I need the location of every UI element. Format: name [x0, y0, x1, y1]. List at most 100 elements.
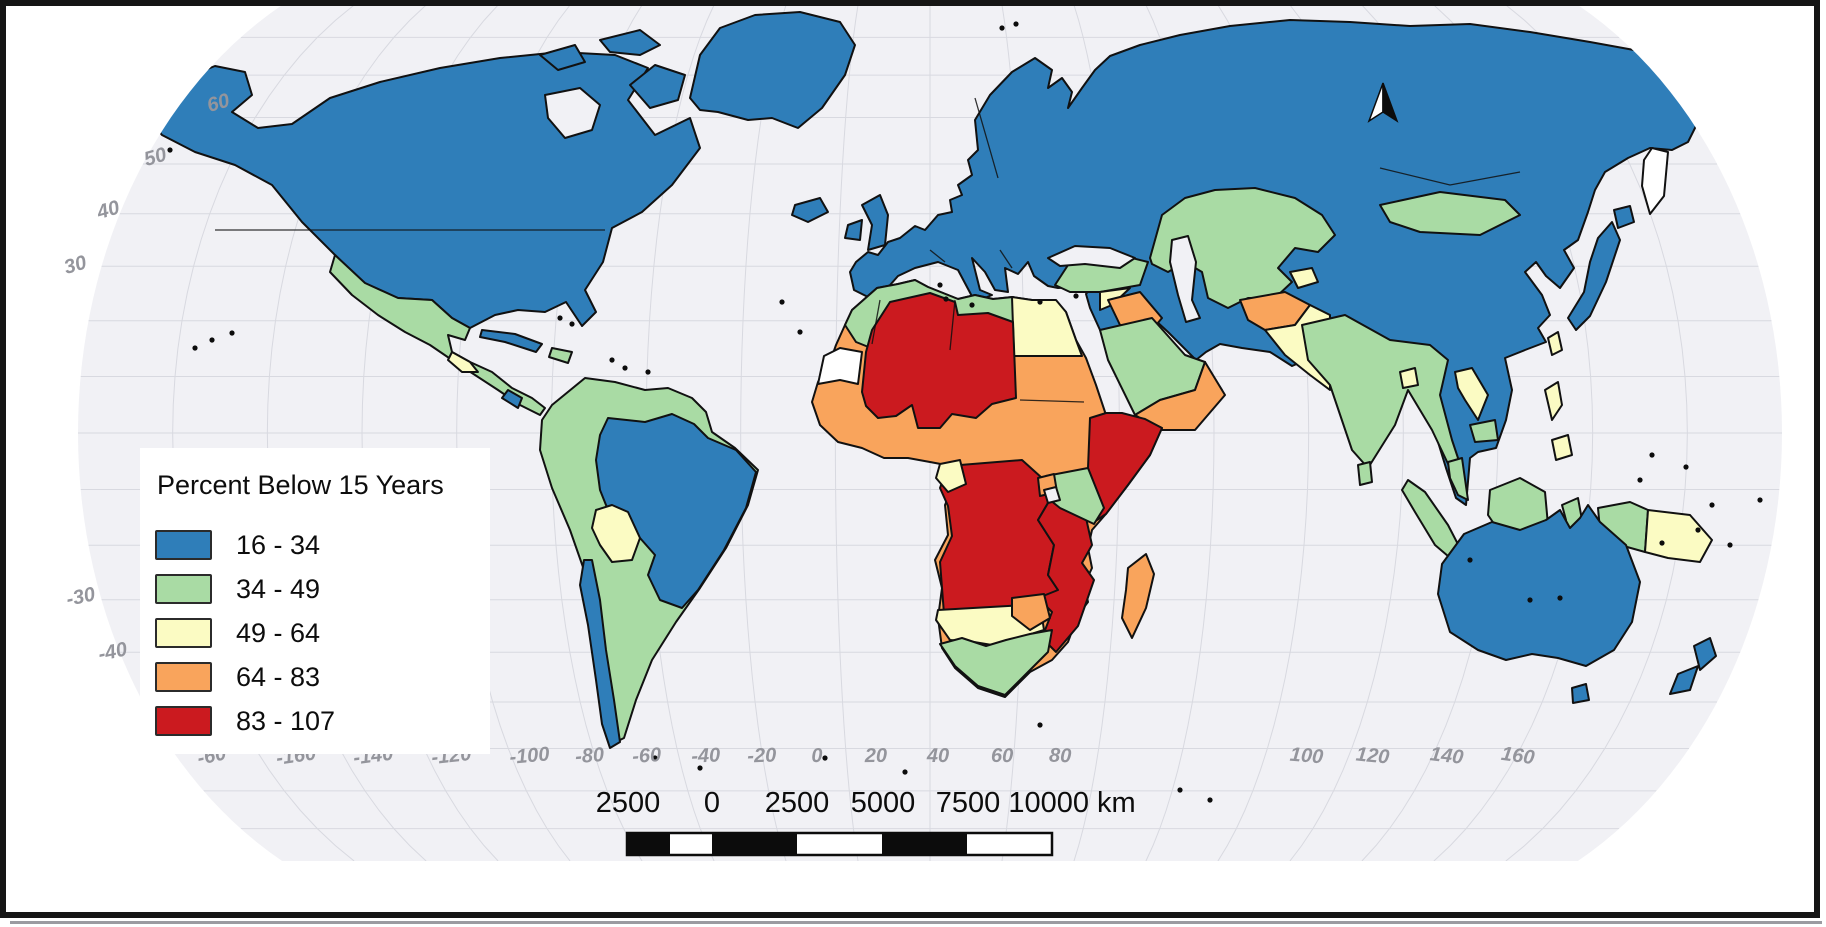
island-dot	[1695, 527, 1701, 533]
scale-bar-segment	[882, 833, 967, 855]
legend-class-label: 16 - 34	[236, 529, 321, 560]
island-dot	[1709, 502, 1715, 508]
scale-bar-outline	[625, 831, 1054, 857]
island-dot	[167, 147, 173, 153]
border-europe-1	[929, 249, 946, 263]
longitude-label: -60	[631, 744, 661, 768]
legend-swatch	[155, 706, 212, 736]
legend-class-label: 49 - 64	[236, 617, 321, 648]
island-dot	[622, 365, 628, 371]
region-iceland	[791, 197, 829, 223]
region-mongolia	[1379, 191, 1521, 236]
island-dot	[127, 155, 133, 161]
island-dot	[1037, 722, 1043, 728]
region-cuba	[479, 329, 543, 353]
region-papua-new-guinea	[1644, 509, 1713, 563]
region-brazil	[595, 413, 757, 609]
region-kamchatka	[1641, 147, 1669, 215]
border-europe-2	[999, 249, 1013, 269]
island-dot	[1073, 293, 1079, 299]
longitude-label: 140	[1429, 743, 1465, 769]
region-philippines-luzon	[1544, 381, 1563, 421]
region-bangladesh	[1399, 367, 1419, 389]
island-dot	[209, 337, 215, 343]
longitude-label: 20	[864, 745, 888, 767]
legend-swatch	[155, 662, 212, 692]
longitude-label: -40	[691, 744, 721, 767]
border-sudan-south-sudan	[1019, 399, 1085, 403]
island-dot	[652, 755, 658, 761]
island-dot	[797, 329, 803, 335]
legend-swatch	[155, 530, 212, 560]
island-dot	[1557, 595, 1563, 601]
region-south-africa	[939, 629, 1053, 696]
island-dot	[609, 357, 615, 363]
legend-item: 16 - 34	[155, 530, 320, 560]
region-laos	[1454, 367, 1489, 421]
island-dot	[557, 315, 563, 321]
longitude-label: 40	[926, 745, 949, 767]
region-great-britain	[861, 194, 889, 251]
island-dot	[1037, 299, 1043, 305]
legend-item: 64 - 83	[155, 662, 320, 692]
island-dot	[969, 302, 975, 308]
island-dot	[697, 765, 703, 771]
region-taiwan	[1547, 331, 1563, 356]
region-mexico-central-america	[329, 254, 546, 416]
longitude-label: -80	[574, 744, 605, 768]
region-gabon	[935, 459, 967, 493]
island-dot	[1727, 542, 1733, 548]
region-egypt	[1011, 296, 1083, 357]
region-costa-rica	[501, 389, 523, 409]
island-dot	[92, 162, 98, 168]
legend-swatch	[155, 574, 212, 604]
region-cambodia	[1469, 419, 1499, 443]
island-dot	[1637, 477, 1643, 483]
region-sri-lanka	[1357, 461, 1373, 486]
scale-bar-segment	[627, 833, 670, 855]
island-dot	[1013, 21, 1019, 27]
region-arctic-island-1	[629, 64, 686, 109]
water-hudson-bay	[544, 87, 601, 139]
north-arrow	[1367, 82, 1399, 123]
border-scandinavia	[974, 97, 999, 179]
border-russia-china	[1379, 167, 1521, 186]
region-japan	[1567, 221, 1621, 331]
legend-class-label: 64 - 83	[236, 661, 321, 692]
island-dot	[1527, 597, 1533, 603]
scale-bar-label: 2500	[765, 787, 830, 819]
region-tasmania	[1571, 683, 1590, 704]
north-arrow-right-half	[1382, 82, 1399, 123]
longitude-label: 60	[991, 745, 1014, 767]
region-bolivia	[591, 504, 641, 563]
region-western-sahara	[817, 347, 863, 385]
region-arctic-island-3	[539, 44, 586, 71]
island-dot	[999, 25, 1005, 31]
water-black-sea	[1047, 245, 1136, 269]
legend-item: 49 - 64	[155, 618, 320, 648]
scale-bar-segment	[712, 833, 797, 855]
longitude-label: 80	[1049, 745, 1072, 768]
region-australia	[1437, 504, 1641, 667]
island-dot	[1757, 497, 1763, 503]
region-zimbabwe	[1011, 593, 1051, 631]
longitude-label: 120	[1355, 743, 1390, 768]
island-dot	[822, 755, 828, 761]
region-madagascar	[1121, 553, 1155, 639]
scale-bar-label: 10000 km	[1008, 787, 1135, 819]
legend-item: 83 - 107	[155, 706, 335, 736]
scale-bar: 2500 0 2500 5000 7500 10000 km	[596, 787, 1136, 857]
region-guatemala	[447, 351, 479, 373]
longitude-label: -100	[509, 743, 551, 769]
region-hokkaido	[1613, 205, 1635, 229]
region-greenland	[689, 11, 856, 129]
region-chile	[579, 559, 621, 749]
island-dot	[1649, 452, 1655, 458]
legend-class-label: 34 - 49	[236, 573, 321, 604]
island-dot	[1177, 787, 1183, 793]
island-dot	[1659, 540, 1665, 546]
legend-item: 34 - 49	[155, 574, 320, 604]
legend-title: Percent Below 15 Years	[157, 470, 444, 500]
island-dot	[779, 299, 785, 305]
